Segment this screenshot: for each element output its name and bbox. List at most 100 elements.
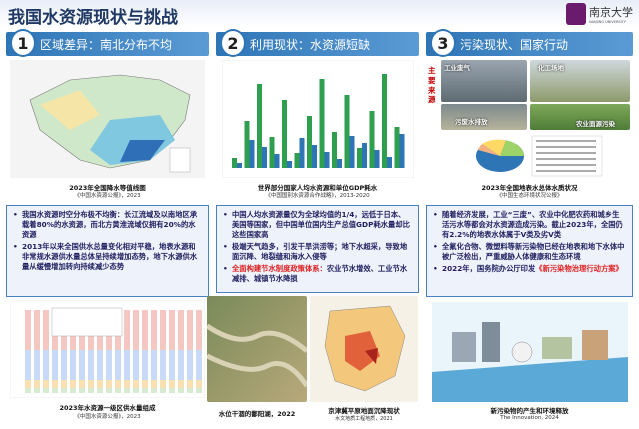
decoration	[151, 310, 157, 350]
decoration	[124, 350, 130, 380]
decoration	[52, 350, 58, 380]
decoration	[178, 388, 184, 393]
photo: 农业面源污染	[530, 104, 630, 130]
decoration	[88, 380, 94, 388]
photo: 污废水排放	[441, 104, 527, 130]
bullet-box: 中国人均水资源量仅为全球均值的1/4，远低于日本、美国等国家，但中国单位国内生产…	[216, 205, 419, 293]
decoration	[88, 350, 94, 380]
section-header: 3 污染现状、国家行动	[426, 29, 633, 57]
decoration	[160, 380, 166, 388]
decoration	[357, 148, 362, 168]
decoration	[399, 134, 405, 168]
decoration	[70, 380, 76, 388]
decoration	[307, 116, 312, 168]
logo-name: 南京大学	[589, 6, 633, 19]
figure-caption: 2023年水资源一级区供水量组成	[59, 404, 156, 412]
decoration	[324, 152, 330, 168]
photo: 化工场地	[530, 60, 630, 102]
decoration	[169, 380, 175, 388]
decoration	[61, 380, 67, 388]
figure-source: 《中国水资源公报》，2023	[74, 414, 141, 420]
decoration	[257, 84, 262, 168]
subsidence-map	[310, 296, 418, 402]
decoration	[25, 388, 31, 393]
decoration	[269, 137, 275, 168]
figure-caption: 世界部分国家人均水资源和单位GDP耗水	[257, 184, 378, 192]
decoration	[142, 350, 148, 380]
decoration	[344, 95, 350, 168]
figure-caption: 新污染物的产生和环境释放	[490, 407, 569, 415]
decoration	[88, 388, 94, 393]
bullet-highlight: 全面构建节水制度政策体系：	[232, 264, 327, 274]
decoration	[282, 100, 287, 168]
decoration	[79, 388, 85, 393]
decoration	[43, 380, 49, 388]
decoration	[312, 145, 317, 168]
decoration	[362, 143, 367, 168]
bullet-box: 我国水资源时空分布极不均衡：长江流域及以南地区承载着80%的水资源，而北方黄淮流…	[6, 205, 209, 297]
bullet-text: 2022年，国务院办公厅印发	[442, 264, 536, 274]
figure-source: 《中国水资源公报》，2023	[74, 193, 141, 199]
bullet-box: 随着经济发展，工业“三废”、农业中化肥农药和城乡生活污水等都会对水资源造成污染。…	[426, 205, 633, 297]
decoration	[34, 350, 40, 380]
source-label: 主要来源	[428, 66, 436, 105]
decoration	[25, 350, 31, 380]
decoration	[97, 380, 103, 388]
bullet: 2022年，国务院办公厅印发《新污染物治理行动方案》	[433, 264, 626, 274]
decoration	[294, 153, 300, 168]
decoration	[196, 380, 202, 388]
bullet: 我国水资源时空分布极不均衡：长江流域及以南地区承载着80%的水资源，而北方黄淮流…	[13, 210, 202, 240]
decoration	[369, 111, 375, 168]
decoration	[187, 350, 193, 380]
decoration	[169, 310, 175, 350]
decoration	[196, 350, 202, 380]
bullet-highlight: 《新污染物治理行动方案》	[535, 264, 623, 274]
decoration	[52, 388, 58, 393]
decoration	[25, 380, 31, 388]
logo-name-en: NANJING UNIVERSITY	[589, 20, 626, 24]
water-quality-chart-image	[476, 135, 603, 177]
decoration	[70, 350, 76, 380]
decoration	[43, 350, 49, 380]
figure-source: 《中国生态环境状况公报》	[496, 193, 563, 199]
decoration	[124, 310, 130, 350]
decoration	[142, 388, 148, 393]
figure-source: 《中国国别水资源合作战略》，2013-2020	[265, 193, 370, 199]
decoration	[124, 380, 130, 388]
figure-source: The Innovation, 2024	[500, 415, 559, 421]
supply-chart-image	[10, 300, 205, 398]
bullet: 中国人均水资源量仅为全球均值的1/4，远低于日本、美国等国家，但中国单位国内生产…	[223, 210, 412, 240]
decoration	[187, 388, 193, 393]
bullet: 全面构建节水制度政策体系：农业节水增效、工业节水减排、城镇节水降损	[223, 264, 412, 284]
decoration	[34, 388, 40, 393]
decoration	[237, 163, 242, 168]
decoration	[262, 147, 267, 168]
decoration	[332, 132, 337, 168]
section-heading: 污染现状、国家行动	[460, 37, 569, 52]
figure-caption: 京津冀平原地面沉降现状	[328, 407, 400, 415]
decoration	[25, 310, 31, 350]
decoration	[249, 140, 255, 168]
decoration	[106, 388, 112, 393]
decoration	[178, 310, 184, 350]
decoration	[187, 310, 193, 350]
decoration	[151, 350, 157, 380]
photo-label: 工业废气	[444, 64, 470, 72]
section-header: 2 利用现状：水资源短缺	[216, 29, 419, 57]
decoration	[43, 310, 49, 350]
decoration	[299, 138, 305, 168]
decoration	[43, 388, 49, 393]
decoration	[160, 310, 166, 350]
logo-seal	[566, 3, 586, 25]
decoration	[106, 380, 112, 388]
section-number: 1	[10, 29, 36, 57]
decoration	[61, 388, 67, 393]
decoration	[244, 121, 250, 168]
decoration	[115, 388, 121, 393]
decoration	[133, 350, 139, 380]
decoration	[187, 380, 193, 388]
bullet: 2013年以来全国供水总量变化相对平稳，地表水源和非常规水源供水量总体呈持续增加…	[13, 242, 202, 272]
decoration	[133, 388, 139, 393]
decoration	[287, 161, 292, 168]
